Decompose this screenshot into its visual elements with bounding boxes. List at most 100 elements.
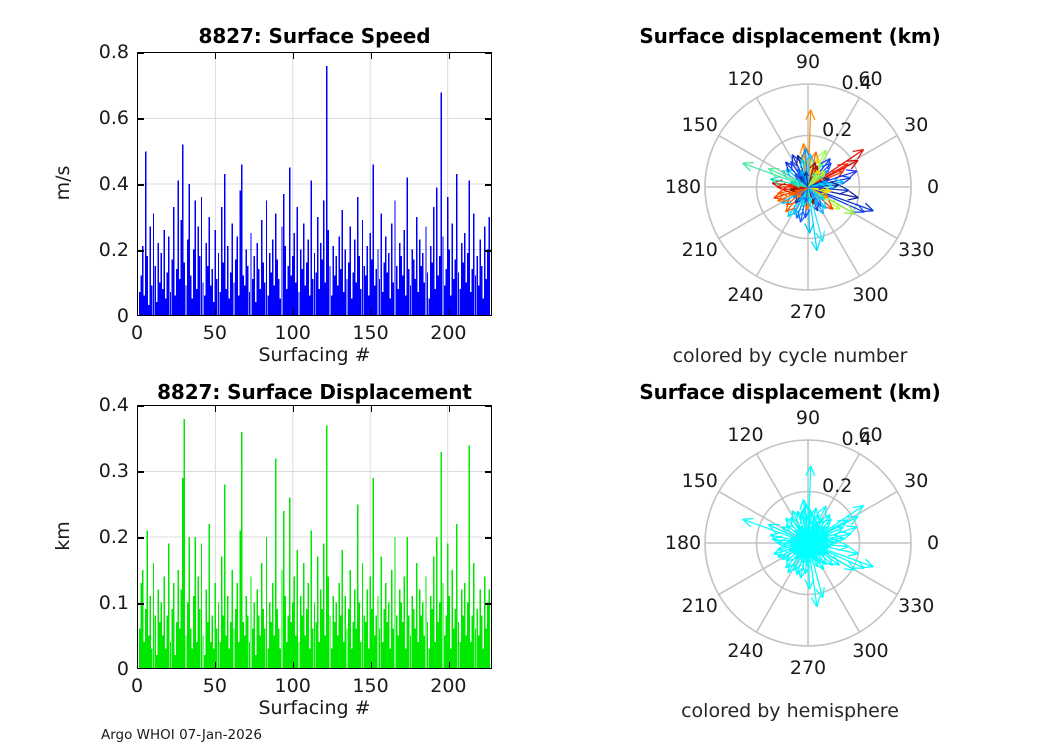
- polar-hemisphere-title: Surface displacement (km): [639, 380, 941, 404]
- polar-hemisphere-plot: 0 30 60 90 120 150 180 210 240 270 300 330 0.2 0.4: [665, 407, 943, 679]
- polar-angle-label: 30: [904, 469, 929, 492]
- polar-angle-label: 0: [926, 176, 940, 198]
- polar-angle-label: 270: [789, 657, 827, 679]
- polar-angle-label: 240: [727, 284, 764, 307]
- polar-angle-label: 270: [789, 301, 827, 323]
- y-tick-mark: [485, 406, 491, 407]
- polar-radial-label: 0.4: [841, 427, 872, 450]
- x-tick-mark: [293, 309, 295, 315]
- y-tick-mark: [138, 118, 144, 120]
- panel-surface-speed: 8827: Surface Speed 0 0.2 0.4 0.6 0.8 0 50 100…: [0, 0, 525, 375]
- polar-cycle-title: Surface displacement (km): [639, 24, 941, 48]
- x-tick-mark: [370, 53, 373, 59]
- polar-angle-label: 0: [926, 532, 940, 554]
- panel-surface-displacement: 8827: Surface Displacement 0 0.1 0.2 0.3 0.4…: [0, 375, 525, 750]
- y-tick-mark: [485, 603, 491, 605]
- x-tick-mark: [448, 662, 451, 668]
- figure-footer-note: Argo WHOI 07-Jan-2026: [101, 727, 262, 743]
- y-tick-mark: [138, 603, 144, 605]
- surface-displacement-title: 8827: Surface Displacement: [157, 380, 472, 404]
- x-tick-mark: [293, 406, 295, 412]
- ytick-label: 0.2: [98, 526, 129, 548]
- ytick-label: 0.2: [98, 239, 129, 261]
- xtick-label: 150: [352, 675, 389, 697]
- polar-angle-label: 90: [795, 51, 821, 73]
- polar-angle-label: 90: [795, 407, 821, 429]
- polar-angle-label: 300: [852, 284, 889, 307]
- surface-speed-xlabel: Surfacing #: [258, 344, 371, 366]
- surface-displacement-xlabel: Surfacing #: [258, 697, 371, 719]
- polar-angle-label: 210: [681, 238, 718, 261]
- polar-angle-label: 60: [858, 67, 883, 90]
- polar-angle-label: 180: [664, 176, 702, 198]
- ytick-label: 0: [116, 658, 129, 680]
- polar-angle-label: 30: [904, 113, 929, 136]
- ytick-label: 0: [116, 305, 129, 327]
- polar-angle-label: 120: [727, 423, 764, 446]
- ytick-label: 0.8: [98, 41, 129, 63]
- ytick-label: 0.6: [98, 107, 129, 129]
- x-tick-mark: [448, 53, 451, 59]
- x-tick-mark: [215, 662, 217, 668]
- panel-polar-cycle-number: Surface displacement (km) 0 30 60 90 120 150 1…: [525, 0, 1050, 375]
- y-tick-mark: [485, 537, 491, 539]
- surface-speed-axes: [137, 52, 492, 316]
- xtick-label: 150: [352, 322, 389, 344]
- x-tick-mark: [215, 309, 217, 315]
- y-tick-mark: [138, 406, 144, 407]
- xtick-label: 0: [130, 675, 144, 697]
- polar-angle-label: 60: [858, 423, 883, 446]
- ytick-label: 0.4: [98, 173, 129, 195]
- polar-radial-label: 0.4: [841, 71, 872, 94]
- x-tick-mark: [293, 662, 295, 668]
- surface-speed-title: 8827: Surface Speed: [198, 24, 431, 48]
- y-tick-mark: [485, 53, 491, 54]
- xtick-label: 200: [430, 322, 467, 344]
- x-tick-mark: [448, 309, 451, 315]
- x-tick-mark: [293, 53, 295, 59]
- polar-hemisphere-caption: colored by hemisphere: [681, 700, 899, 722]
- polar-angle-label: 120: [727, 67, 764, 90]
- polar-angle-label: 180: [664, 532, 702, 554]
- xtick-label: 50: [202, 322, 227, 344]
- x-tick-mark: [370, 662, 373, 668]
- y-tick-mark: [485, 471, 491, 473]
- panel-polar-hemisphere: Surface displacement (km) 0 30 60 90 120 150 1…: [525, 375, 1050, 750]
- y-tick-mark: [138, 184, 144, 186]
- ytick-label: 0.4: [98, 394, 129, 416]
- y-tick-mark: [138, 471, 144, 473]
- surface-speed-bars: [138, 53, 491, 315]
- polar-angle-label: 150: [681, 113, 718, 136]
- xtick-label: 0: [130, 322, 144, 344]
- xtick-label: 200: [430, 675, 467, 697]
- polar-angle-label: 240: [727, 640, 764, 663]
- polar-angle-label: 330: [898, 594, 935, 617]
- surface-displacement-bars: [138, 406, 491, 668]
- polar-cycle-plot: 0 30 60 90 120 150 180 210 240 270 300 330 0.2 0.4: [665, 51, 943, 323]
- polar-angle-label: 210: [681, 594, 718, 617]
- polar-angle-label: 300: [852, 640, 889, 663]
- surface-displacement-ylabel: km: [52, 521, 74, 551]
- y-tick-mark: [485, 250, 491, 252]
- ytick-label: 0.1: [98, 592, 129, 614]
- y-tick-mark: [138, 250, 144, 252]
- polar-radial-label: 0.2: [822, 119, 853, 142]
- y-tick-mark: [138, 53, 144, 54]
- xtick-label: 100: [274, 322, 311, 344]
- polar-radial-label: 0.2: [822, 475, 853, 498]
- y-tick-mark: [485, 184, 491, 186]
- surface-speed-ylabel: m/s: [52, 165, 74, 201]
- surface-displacement-axes: [137, 405, 492, 669]
- polar-cycle-caption: colored by cycle number: [672, 345, 908, 367]
- ytick-label: 0.3: [98, 460, 129, 482]
- xtick-label: 100: [274, 675, 311, 697]
- x-tick-mark: [370, 309, 373, 315]
- x-tick-mark: [370, 406, 373, 412]
- x-tick-mark: [215, 406, 217, 412]
- xtick-label: 50: [202, 675, 227, 697]
- polar-angle-label: 330: [898, 238, 935, 261]
- x-tick-mark: [448, 406, 451, 412]
- x-tick-mark: [215, 53, 217, 59]
- polar-angle-label: 150: [681, 469, 718, 492]
